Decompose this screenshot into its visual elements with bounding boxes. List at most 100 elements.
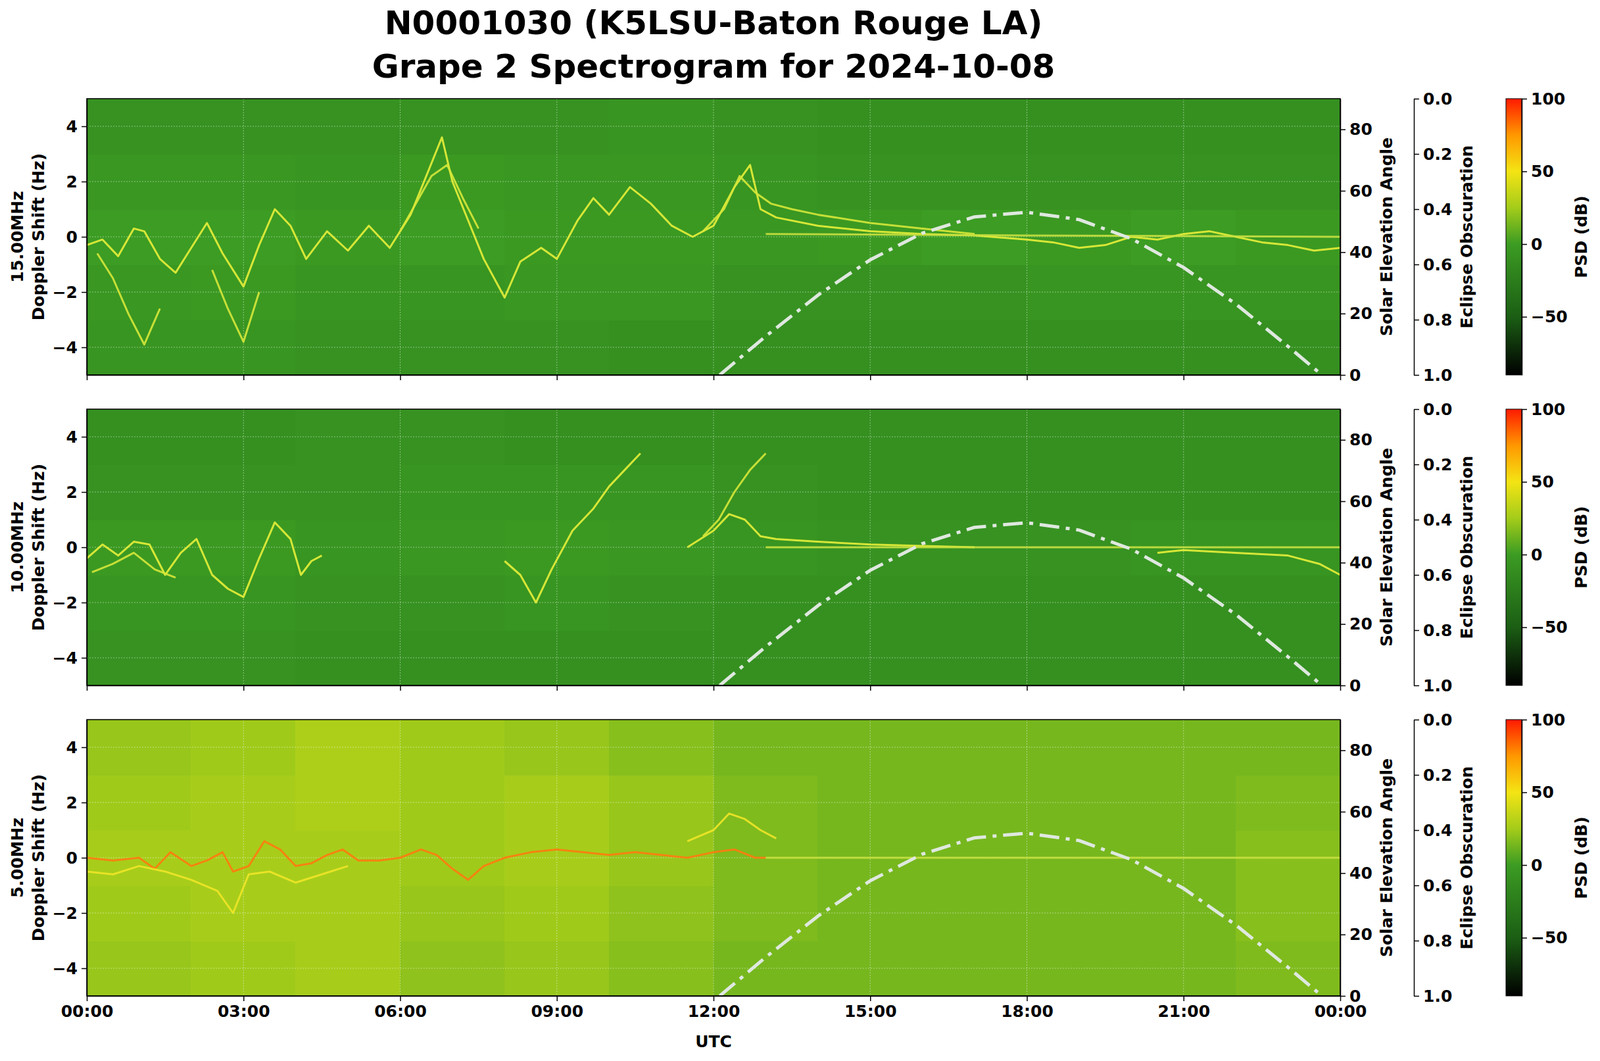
y3-axis-tick-label: 0.4	[1423, 199, 1453, 219]
x-axis-tick	[86, 374, 88, 381]
colorbar-axis-tick-mark	[1521, 243, 1528, 246]
colorbar-title: PSD (dB)	[1571, 195, 1591, 279]
grid-line-y	[86, 802, 1341, 803]
grid-line-y	[86, 968, 1341, 969]
y3-axis-tick-mark	[1413, 264, 1420, 266]
y-axis-tick-mark	[81, 181, 87, 183]
x-axis: 00:0003:0006:0009:0012:0015:0018:0021:00…	[61, 995, 1368, 1021]
x-axis-tick-label: 21:00	[1157, 1001, 1211, 1021]
y3-axis-title: Eclipse Obscuration	[1457, 145, 1477, 329]
subtitle: Grape 2 Spectrogram for 2024-10-08	[372, 47, 1056, 86]
y2-axis-line	[1340, 409, 1342, 686]
y3-axis-tick-mark	[1413, 153, 1420, 156]
y3-axis-tick: 0.4	[1413, 820, 1453, 840]
y2-axis-tick: 60	[1340, 181, 1373, 201]
cell	[86, 574, 192, 631]
x-axis-tick	[870, 374, 871, 381]
x-axis-tick	[713, 374, 715, 381]
y3-axis-tick-mark	[1413, 319, 1420, 321]
cell	[86, 409, 192, 465]
y2-axis-tick-label: 0	[1349, 986, 1361, 1006]
x-axis-tick: 06:00	[374, 995, 427, 1021]
grid-line-y	[86, 657, 1341, 659]
y-axis-tick: −4	[52, 958, 87, 978]
cell	[86, 630, 192, 686]
colorbar-axis-tick-mark	[1521, 170, 1528, 173]
colorbar-axis-tick: 50	[1521, 161, 1554, 181]
y3-axis-tick-label: 0.2	[1423, 144, 1453, 164]
y3-axis-tick: 1.0	[1413, 365, 1453, 385]
y-axis-tick: 2	[66, 793, 87, 813]
colorbar-axis-tick-mark	[1521, 316, 1528, 318]
y3-axis-tick-label: 0.0	[1423, 710, 1453, 730]
y2-axis-tick-label: 80	[1349, 430, 1373, 450]
y-axis-tick-label: −2	[52, 282, 78, 302]
grid-line-y	[86, 181, 1341, 183]
y3-axis-tick-label: 1.0	[1423, 676, 1453, 696]
y2-axis: 020406080	[1340, 720, 1373, 1006]
y2-axis-tick: 80	[1340, 430, 1373, 450]
y-axis-tick-label: 0	[66, 848, 78, 868]
y3-axis-tick-label: 1.0	[1423, 986, 1453, 1006]
cell	[86, 774, 192, 830]
y-axis-tick-label: −2	[52, 593, 78, 613]
y2-axis-tick-label: 20	[1349, 303, 1373, 323]
colorbar-axis-tick: 0	[1521, 545, 1543, 565]
colorbar-axis-tick-mark	[1521, 554, 1528, 556]
y2-axis-tick-mark	[1340, 749, 1346, 752]
colorbar-axis: −50050100	[1521, 710, 1568, 997]
y3-axis-tick-label: 0.2	[1423, 455, 1453, 475]
y2-axis-tick-mark	[1340, 933, 1346, 936]
y3-axis-title: Eclipse Obscuration	[1457, 766, 1477, 950]
y3-axis-tick: 0.4	[1413, 199, 1453, 219]
cell	[1235, 719, 1341, 775]
y3-axis-line	[1413, 720, 1416, 997]
y3-axis-tick-mark	[1413, 940, 1420, 942]
colorbar-axis-tick: 50	[1521, 782, 1554, 802]
y-axis-tick-mark	[81, 968, 87, 970]
y-axis-tick-label: −2	[52, 903, 78, 923]
y2-axis-tick-label: 0	[1349, 676, 1361, 696]
colorbar-axis-tick-mark	[1521, 937, 1528, 939]
colorbar-axis-tick-mark	[1521, 481, 1528, 483]
y-axis-tick-label: 0	[66, 227, 78, 247]
x-axis-tick-mark	[1183, 374, 1186, 381]
doppler-trace	[86, 841, 766, 880]
y-axis-tick-label: −4	[52, 338, 78, 358]
x-axis-tick	[557, 374, 558, 381]
colorbar-axis-tick-mark	[1521, 98, 1528, 100]
colorbar-axis-tick-label: 0	[1530, 855, 1543, 875]
x-axis-tick-mark	[1026, 995, 1028, 1001]
panel: −4−202410.00MHzDoppler Shift (Hz)0204060…	[7, 399, 1591, 696]
y3-axis-tick-mark	[1413, 98, 1420, 100]
x-axis-tick: 18:00	[1000, 995, 1054, 1021]
y-axis-tick-mark	[81, 126, 87, 128]
y3-axis-tick-mark	[1413, 464, 1420, 466]
solar-elevation-line	[720, 212, 1323, 375]
x-axis-tick-mark	[713, 685, 715, 691]
colorbar-axis-tick: 0	[1521, 234, 1543, 254]
y2-axis-tick-mark	[1340, 811, 1346, 813]
colorbar	[1505, 719, 1522, 996]
y2-axis-tick-label: 40	[1349, 553, 1373, 573]
plot-area	[86, 409, 1341, 686]
cell	[86, 319, 192, 375]
colorbar-axis-tick-label: 100	[1530, 399, 1566, 419]
cell	[86, 940, 192, 996]
doppler-trace	[765, 234, 1341, 237]
y3-axis-tick: 0.2	[1413, 144, 1453, 164]
colorbar-axis-tick: 100	[1521, 89, 1566, 109]
y2-axis-tick: 20	[1340, 614, 1373, 634]
colorbar-axis-tick-label: −50	[1530, 307, 1568, 327]
x-axis	[87, 685, 1341, 691]
x-axis-tick-mark	[243, 374, 245, 381]
y-axis-tick-mark	[81, 802, 87, 804]
y3-axis-tick-label: 0.2	[1423, 765, 1453, 785]
x-axis-tick-mark	[870, 995, 872, 1001]
grid-line-y	[86, 912, 1341, 914]
panel: 00:0003:0006:0009:0012:0015:0018:0021:00…	[7, 710, 1591, 1052]
x-axis-tick	[243, 685, 244, 691]
y2-axis-tick: 40	[1340, 863, 1373, 883]
y3-axis-tick-label: 0.8	[1423, 931, 1453, 951]
y3-axis-tick: 0.6	[1413, 565, 1453, 585]
